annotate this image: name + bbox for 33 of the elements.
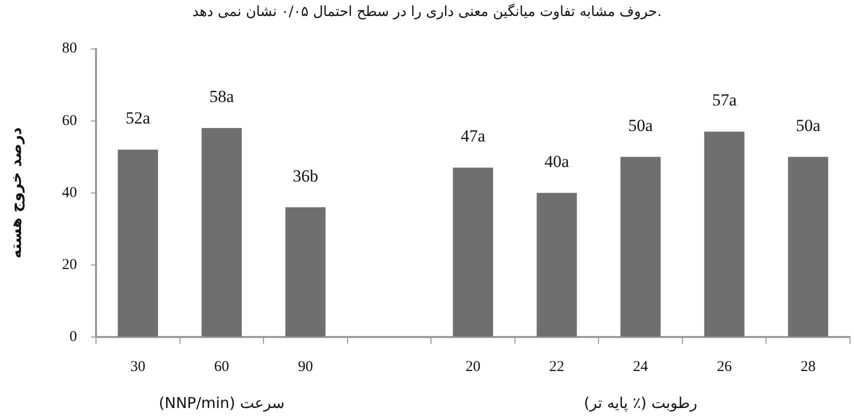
x-tick-label: 20 xyxy=(466,358,480,375)
y-tick-label: 40 xyxy=(62,184,77,201)
y-tick-label: 60 xyxy=(62,112,77,129)
x-tick-label: 60 xyxy=(214,358,230,375)
y-axis-title: درصد خروج هسته xyxy=(6,127,25,258)
data-label: 58a xyxy=(209,87,234,106)
y-tick-label: 0 xyxy=(70,328,77,345)
data-label: 50a xyxy=(628,116,654,135)
x-tick-label: 26 xyxy=(716,358,732,375)
x-tick-label: 22 xyxy=(549,358,564,375)
text: سرعت (NNP/min) xyxy=(158,394,285,412)
bar xyxy=(202,128,242,336)
bar xyxy=(118,150,158,336)
text: رطوبت (٪ پایه تر) xyxy=(584,394,698,412)
bar xyxy=(788,156,828,336)
x-tick-label: 28 xyxy=(800,358,816,375)
bar xyxy=(285,207,326,336)
data-label: 40a xyxy=(544,152,570,171)
bar xyxy=(536,192,577,336)
x-tick-label: 24 xyxy=(633,358,649,375)
bar xyxy=(704,132,744,336)
data-label: 47a xyxy=(460,126,486,146)
x-tick-label: 90 xyxy=(298,358,313,375)
data-label: 50a xyxy=(796,116,821,135)
data-label: 36b xyxy=(292,166,318,186)
y-tick-label: 20 xyxy=(62,256,77,273)
chart-title: حروف مشابه تفاوت میانگین معنی داری را در سطح احتمال ۰/۰۵ نشان نمی دهد. xyxy=(192,3,662,20)
x-tick-label: 30 xyxy=(130,358,146,375)
y-tick-label: 80 xyxy=(62,40,77,57)
data-label: 52a xyxy=(126,108,151,128)
bar xyxy=(620,156,661,336)
data-label: 57a xyxy=(712,90,738,110)
bar xyxy=(452,168,494,336)
